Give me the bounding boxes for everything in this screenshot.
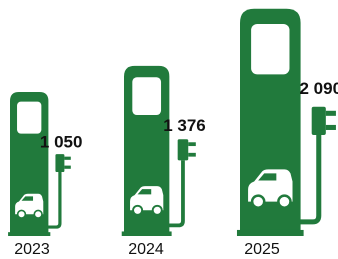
value-label: 2 090 xyxy=(300,79,338,98)
charging-station xyxy=(122,66,196,236)
value-label: 1 376 xyxy=(163,116,206,135)
car-wheel xyxy=(153,206,162,215)
category-label: 2024 xyxy=(128,241,164,258)
plug-prong xyxy=(188,153,196,157)
plug-prong xyxy=(326,125,336,130)
chart: 1 050 2023 1 376 2024 2 090 2025 xyxy=(0,0,338,259)
car-wheel xyxy=(133,206,142,215)
value-label: 1 050 xyxy=(40,133,83,152)
plug-prong xyxy=(64,157,70,160)
station-base xyxy=(237,230,304,236)
station-base xyxy=(122,231,172,236)
station-window xyxy=(132,77,161,115)
car-wheel xyxy=(252,196,264,208)
plug-prong xyxy=(64,166,70,169)
category-label: 2023 xyxy=(14,241,50,258)
category-label: 2025 xyxy=(244,241,280,258)
charging-station xyxy=(8,92,71,236)
station-window xyxy=(251,24,289,74)
plug xyxy=(312,107,326,135)
plug xyxy=(55,154,64,172)
plug xyxy=(178,139,189,160)
car-wheel xyxy=(18,210,26,218)
plug-prong xyxy=(326,111,336,116)
station-base xyxy=(8,232,50,236)
charging-station xyxy=(237,9,336,236)
station-window xyxy=(17,102,41,134)
car-wheel xyxy=(34,210,42,218)
car-wheel xyxy=(278,196,290,208)
plug-prong xyxy=(188,142,196,146)
